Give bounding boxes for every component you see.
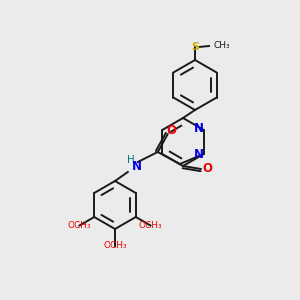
Text: N: N — [194, 148, 204, 161]
Text: H: H — [127, 155, 135, 165]
Text: N: N — [194, 122, 204, 136]
Text: OCH₃: OCH₃ — [139, 221, 162, 230]
Text: OCH₃: OCH₃ — [103, 242, 127, 250]
Text: CH₃: CH₃ — [214, 41, 231, 50]
Text: O: O — [167, 124, 177, 136]
Text: OCH₃: OCH₃ — [68, 221, 91, 230]
Text: O: O — [202, 163, 212, 176]
Text: S: S — [191, 42, 199, 52]
Text: N: N — [132, 160, 142, 172]
